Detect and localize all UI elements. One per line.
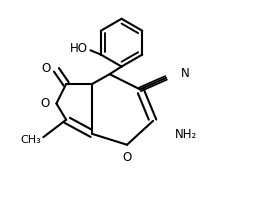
Text: O: O — [41, 97, 50, 110]
Text: HO: HO — [70, 42, 88, 55]
Text: O: O — [41, 62, 50, 75]
Text: O: O — [122, 151, 132, 164]
Text: CH₃: CH₃ — [21, 135, 41, 145]
Text: N: N — [181, 67, 189, 80]
Text: NH₂: NH₂ — [175, 128, 197, 141]
